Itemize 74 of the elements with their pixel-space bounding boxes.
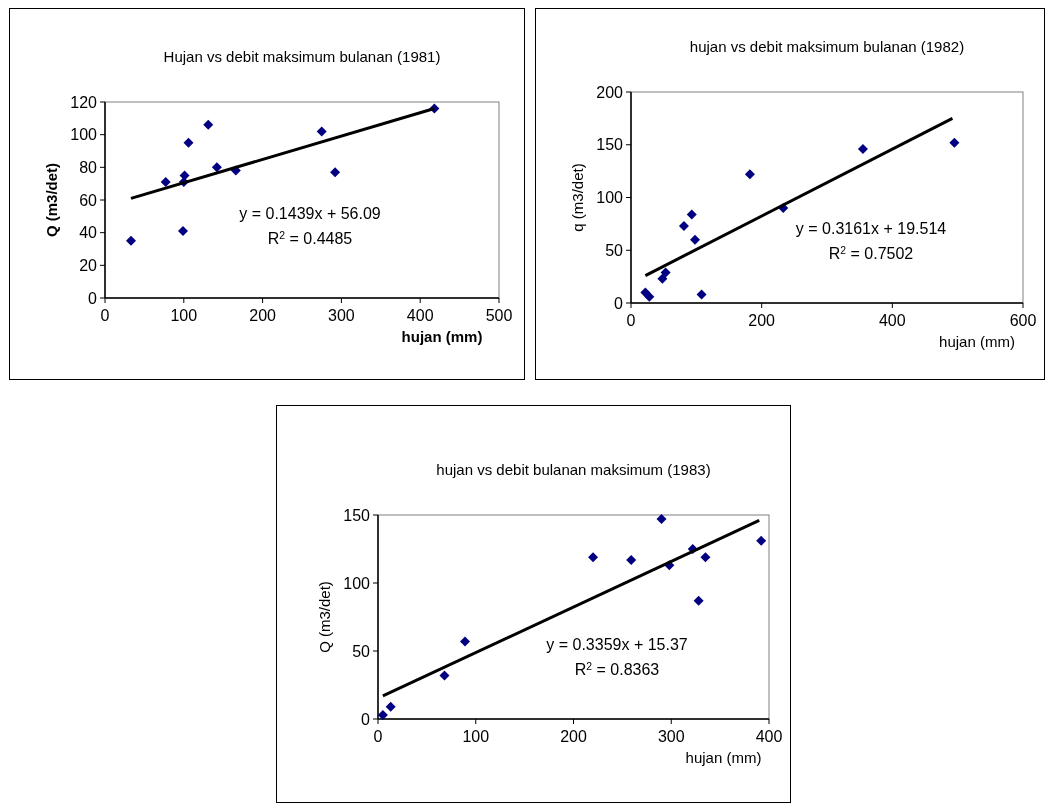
y-tick-label: 0: [361, 710, 371, 728]
x-tick-label: 300: [657, 728, 685, 745]
point: [657, 273, 668, 284]
y-axis-title: q (m3/det): [569, 163, 586, 232]
x-tick-label: 200: [748, 312, 776, 329]
point: [756, 535, 767, 546]
x-tick-label: 600: [1009, 312, 1037, 329]
point: [656, 514, 667, 525]
chart-title: hujan vs debit maksimum bulanan (1982): [689, 38, 965, 55]
point: [460, 636, 470, 647]
point: [949, 137, 960, 148]
point: [160, 177, 171, 188]
point: [330, 167, 341, 178]
y-tick-label: 100: [70, 126, 98, 144]
x-tick-label: 400: [878, 312, 906, 329]
y-tick-label: 50: [352, 642, 371, 660]
chart-title: Hujan vs debit maksimum bulanan (1981): [163, 48, 441, 65]
x-axis-title: hujan (mm): [685, 749, 762, 766]
point: [385, 701, 396, 712]
point: [700, 552, 711, 563]
point: [660, 267, 671, 278]
y-tick-label: 120: [70, 93, 98, 111]
y-tick-label: 150: [343, 506, 371, 524]
annotation: y = 0.1439x + 56.09: [239, 205, 381, 222]
point: [626, 554, 637, 565]
y-axis-title: Q (m3/det): [43, 162, 60, 238]
point: [439, 670, 450, 681]
y-tick-label: 0: [88, 289, 98, 307]
y-tick-label: 100: [343, 574, 371, 592]
point: [211, 162, 222, 173]
y-tick-label: 0: [614, 294, 624, 312]
point: [126, 235, 136, 246]
x-tick-label: 0: [626, 312, 636, 329]
point: [588, 552, 599, 563]
x-tick-label: 200: [249, 307, 277, 324]
y-tick-label: 20: [79, 256, 98, 274]
x-axis-title: hujan (mm): [401, 328, 483, 345]
x-tick-label: 100: [462, 728, 490, 745]
y-tick-label: 100: [596, 189, 624, 207]
point: [183, 137, 194, 148]
x-tick-label: 0: [100, 307, 110, 324]
point: [678, 220, 689, 231]
y-tick-label: 50: [605, 241, 624, 259]
point: [690, 234, 701, 245]
annotation: y = 0.3359x + 15.37: [546, 636, 688, 653]
x-tick-label: 400: [755, 728, 783, 745]
x-tick-label: 200: [560, 728, 587, 745]
x-tick-label: 500: [485, 307, 513, 324]
annotation: R$^{2}$ = 0.8363: [574, 660, 660, 678]
point: [744, 169, 755, 180]
point: [696, 289, 707, 300]
x-tick-label: 0: [373, 728, 383, 745]
y-tick-label: 200: [596, 83, 624, 101]
annotation: R$^{2}$ = 0.4485: [267, 229, 353, 247]
x-tick-label: 300: [328, 307, 355, 324]
point: [178, 226, 189, 237]
x-tick-label: 400: [406, 307, 434, 324]
y-axis-title: Q (m3/det): [316, 581, 333, 653]
y-tick-label: 150: [596, 136, 624, 154]
point: [316, 126, 327, 137]
x-axis-title: hujan (mm): [939, 333, 1015, 350]
point: [686, 209, 697, 220]
annotation: y = 0.3161x + 19.514: [795, 220, 947, 237]
y-tick-label: 80: [79, 158, 98, 176]
x-tick-label: 100: [170, 307, 198, 324]
y-tick-label: 60: [79, 191, 98, 209]
chart-title: hujan vs debit bulanan maksimum (1983): [436, 461, 711, 478]
annotation: R$^{2}$ = 0.7502: [828, 244, 914, 262]
point: [693, 595, 704, 606]
point: [377, 709, 388, 720]
point: [857, 143, 868, 154]
y-tick-label: 40: [79, 224, 98, 242]
point: [203, 119, 214, 130]
point: [644, 291, 655, 302]
